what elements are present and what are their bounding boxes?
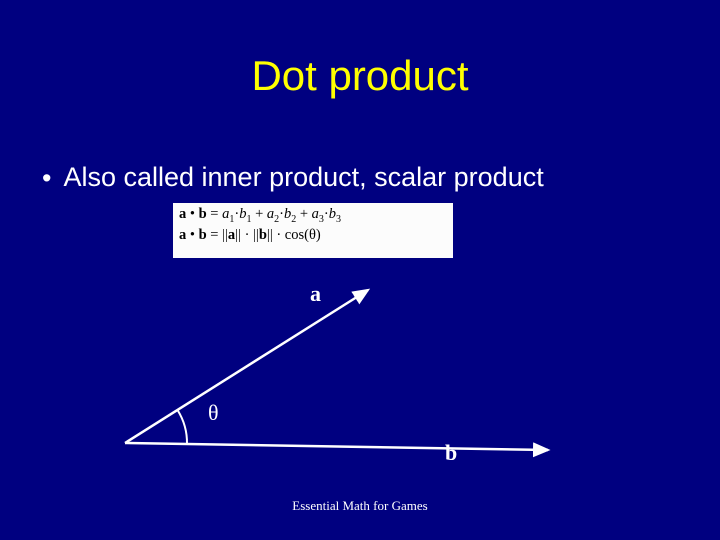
vector-b-line <box>125 443 548 450</box>
slide: Dot product • Also called inner product,… <box>0 0 720 540</box>
angle-theta-label: θ <box>208 400 219 426</box>
vector-a-line <box>125 290 368 443</box>
vector-diagram <box>0 0 720 540</box>
angle-arc <box>178 410 188 444</box>
vector-a-label: a <box>310 281 321 307</box>
slide-footer: Essential Math for Games <box>0 498 720 514</box>
vector-b-label: b <box>445 440 457 466</box>
